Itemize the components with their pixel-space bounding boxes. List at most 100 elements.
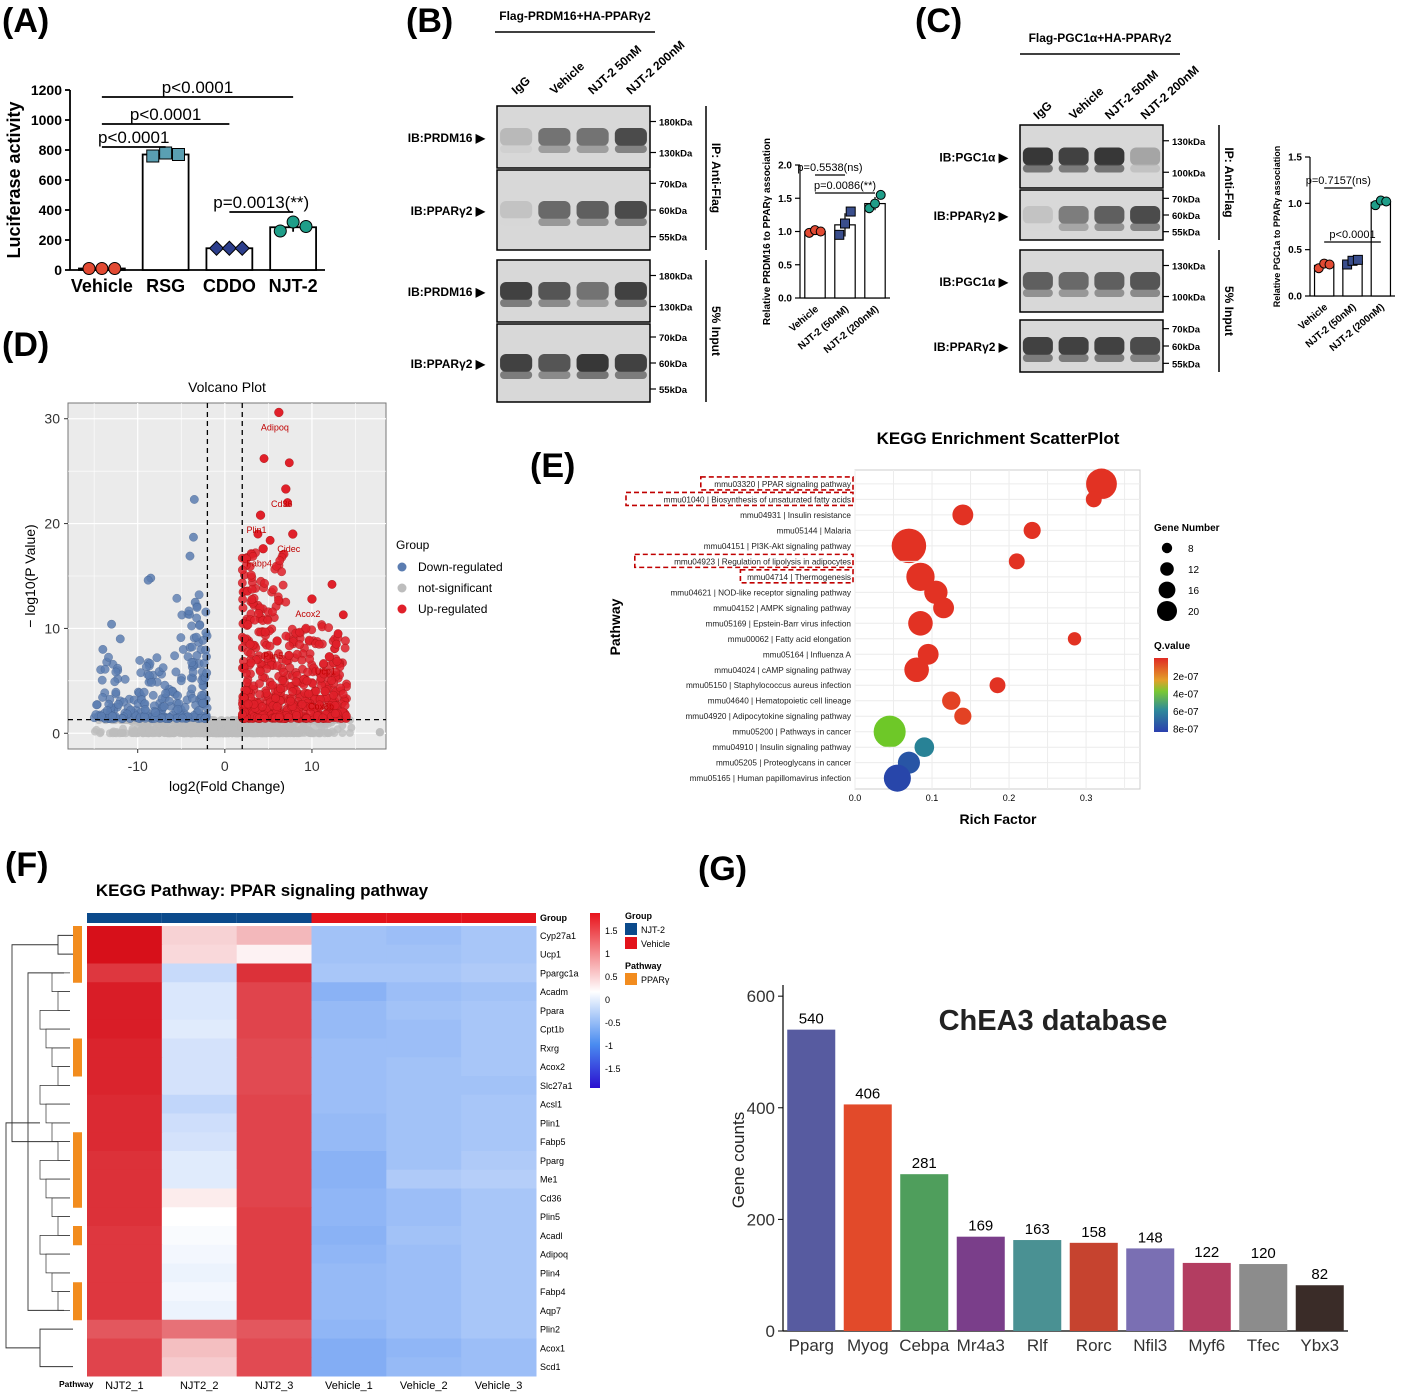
gene-label: Cidec <box>277 544 301 554</box>
marker-label: 100kDa <box>1172 293 1206 304</box>
legend-marker <box>397 562 407 572</box>
blot-band <box>1058 272 1089 290</box>
comparison-label: p=0.7157(ns) <box>1306 175 1371 187</box>
pathway-annotation-cell <box>73 1132 82 1152</box>
point-not-significant <box>117 729 126 738</box>
heatmap-cell <box>311 963 387 983</box>
point-not-significant <box>338 729 347 738</box>
bar-value-label: 120 <box>1251 1245 1276 1262</box>
heatmap-cell <box>161 1113 238 1133</box>
heatmap-cell <box>161 1132 238 1152</box>
blot-band <box>1058 223 1089 231</box>
heatmap-cell <box>87 1188 163 1208</box>
enrichment-dot <box>906 562 935 592</box>
y-tick-label: 30 <box>44 411 60 427</box>
row-label: Rxrg <box>540 1043 559 1053</box>
heatmap-cell <box>311 1151 387 1171</box>
marker-label: 55kDa <box>659 233 688 244</box>
input-label: 5% Input <box>1222 286 1236 336</box>
comparison-label: p=0.5538(ns) <box>797 162 862 174</box>
row-label: Acadm <box>540 987 568 997</box>
plot-title: KEGG Enrichment ScatterPlot <box>877 429 1120 448</box>
point-down-regulated <box>111 667 121 677</box>
pathway-annotation-label: Pathway <box>59 1379 94 1389</box>
group-annotation-cell <box>461 913 536 923</box>
heatmap-cell <box>311 1094 387 1114</box>
panel-label-d: (D) <box>2 326 49 364</box>
heatmap-cell <box>161 1263 238 1283</box>
x-tick-label: 10 <box>304 758 320 774</box>
point-up-regulated <box>329 690 338 700</box>
point-up-regulated <box>265 535 275 545</box>
y-tick-label: 10 <box>44 620 60 636</box>
x-tick-label: 0.0 <box>849 793 862 803</box>
bar-value-label: 122 <box>1194 1244 1219 1261</box>
row-label: Fabp4 <box>540 1287 566 1297</box>
panel-label-f: (F) <box>5 846 48 884</box>
marker-label: 55kDa <box>659 385 688 396</box>
point-up-regulated <box>284 458 294 468</box>
pathway-label: mmu00062 | Fatty acid elongation <box>728 635 852 644</box>
point-down-regulated <box>141 662 151 672</box>
heatmap-cell <box>161 1057 238 1077</box>
data-point <box>834 229 845 240</box>
heatmap-cell <box>461 926 537 946</box>
enrichment-dot <box>883 764 911 792</box>
column-label: Vehicle_1 <box>325 1380 373 1392</box>
column-label: Vehicle_2 <box>400 1380 448 1392</box>
point-up-regulated <box>295 627 305 637</box>
point-up-regulated <box>302 676 312 686</box>
pathway-annotation-cell <box>73 1301 82 1321</box>
data-point <box>815 226 826 237</box>
point-not-significant <box>262 729 271 738</box>
point-up-regulated <box>288 529 298 539</box>
heatmap-cell <box>236 1244 312 1264</box>
point-down-regulated <box>185 551 195 561</box>
blot-band <box>1022 223 1053 231</box>
gene-label: Plin5 <box>263 651 283 661</box>
bar <box>843 1104 892 1331</box>
point-down-regulated <box>110 677 120 687</box>
heatmap-cell <box>311 1301 387 1321</box>
row-label: Fabp5 <box>540 1137 566 1147</box>
lane-label: Vehicle <box>1066 84 1106 122</box>
enrichment-dot <box>1085 491 1102 508</box>
point-down-regulated <box>148 690 158 700</box>
heatmap-cell <box>236 944 312 964</box>
point-down-regulated <box>170 651 180 661</box>
bar-value-label: 540 <box>799 1011 824 1028</box>
data-point <box>108 262 122 275</box>
x-tick-label: RSG <box>146 276 185 296</box>
point-not-significant <box>217 727 226 736</box>
point-up-regulated <box>314 639 324 649</box>
dendrogram-branch <box>39 1010 70 1030</box>
point-down-regulated <box>202 652 211 662</box>
heatmap-cell <box>386 1338 462 1358</box>
heatmap-cell <box>461 944 537 964</box>
heatmap-cell <box>87 1113 163 1133</box>
y-tick-label: 0.5 <box>1288 245 1302 256</box>
heatmap-cell <box>87 1301 163 1321</box>
point-down-regulated <box>189 495 199 504</box>
x-tick-label: Myf6 <box>1188 1336 1225 1355</box>
blot-band <box>614 218 647 226</box>
x-tick-label: Nfil3 <box>1133 1336 1167 1355</box>
x-tick-label: Pparg <box>789 1336 834 1355</box>
blot-band <box>1130 354 1161 362</box>
point-down-regulated <box>159 702 169 712</box>
dendrogram-branch <box>51 972 70 992</box>
point-up-regulated <box>254 609 264 618</box>
y-tick-label: 1000 <box>31 112 62 128</box>
point-up-regulated <box>272 702 282 712</box>
row-label: Acox2 <box>540 1062 565 1072</box>
lane-label: IgG <box>1031 98 1055 122</box>
data-point <box>208 240 225 256</box>
x-tick-label: -10 <box>128 758 148 774</box>
point-not-significant <box>137 726 146 735</box>
point-not-significant <box>273 729 282 738</box>
y-axis-label: Luciferase activity <box>4 101 24 258</box>
point-up-regulated <box>246 648 256 658</box>
blot-band <box>576 371 609 379</box>
marker-label: 130kDa <box>659 149 693 160</box>
